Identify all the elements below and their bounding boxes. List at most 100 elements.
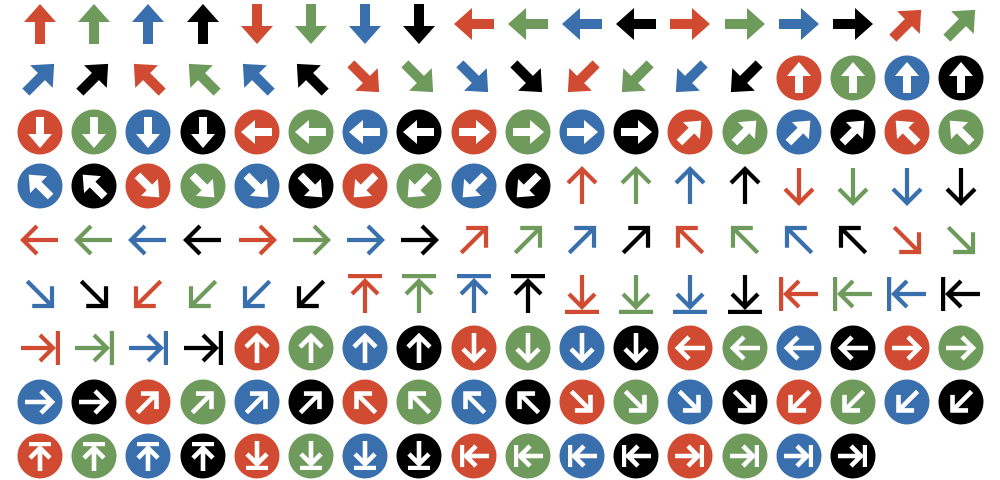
arrow-up-right-solid-arrow-red-icon	[884, 1, 930, 47]
arrow-left-circle-bar-black-icon	[613, 433, 659, 479]
arrow-down-circle-solid-red-icon	[17, 109, 63, 155]
arrow-left-circle-bar-green-icon	[505, 433, 551, 479]
arrow-right-line-arrow-green-icon	[288, 217, 334, 263]
arrow-down-right-line-arrow-blue-icon	[17, 271, 63, 317]
arrow-right-circle-line-green-icon	[938, 325, 984, 371]
arrow-left-solid-arrow-black-icon	[613, 1, 659, 47]
arrow-right-solid-arrow-red-icon	[667, 1, 713, 47]
arrow-left-circle-line-black-icon	[830, 325, 876, 371]
arrow-up-left-circle-solid-green-icon	[938, 109, 984, 155]
arrow-right-line-arrow-black-icon	[396, 217, 442, 263]
arrow-right-solid-arrow-black-icon	[830, 1, 876, 47]
arrow-left-circle-line-blue-icon	[776, 325, 822, 371]
arrow-down-right-line-arrow-red-icon	[884, 217, 930, 263]
arrow-up-circle-bar-black-icon	[180, 433, 226, 479]
arrow-up-left-circle-line-black-icon	[505, 379, 551, 425]
arrow-down-right-line-arrow-black-icon	[71, 271, 117, 317]
arrow-down-solid-arrow-black-icon	[396, 1, 442, 47]
arrow-right-line-bar-green-icon	[71, 325, 117, 371]
arrow-up-line-arrow-red-icon	[559, 163, 605, 209]
arrow-down-right-solid-arrow-red-icon	[342, 55, 388, 101]
arrow-up-line-bar-black-icon	[505, 271, 551, 317]
arrow-down-line-arrow-blue-icon	[884, 163, 930, 209]
arrow-right-line-bar-black-icon	[180, 325, 226, 371]
arrow-down-right-circle-solid-blue-icon	[234, 163, 280, 209]
arrow-down-circle-line-green-icon	[505, 325, 551, 371]
arrow-up-left-circle-solid-blue-icon	[17, 163, 63, 209]
arrow-right-line-arrow-red-icon	[234, 217, 280, 263]
arrow-up-right-line-arrow-black-icon	[613, 217, 659, 263]
arrow-down-line-bar-blue-icon	[667, 271, 713, 317]
arrow-up-left-line-arrow-black-icon	[830, 217, 876, 263]
arrow-up-left-circle-line-blue-icon	[451, 379, 497, 425]
arrow-up-right-circle-solid-black-icon	[830, 109, 876, 155]
arrow-up-left-solid-arrow-green-icon	[180, 55, 226, 101]
arrow-down-circle-line-black-icon	[613, 325, 659, 371]
arrow-up-right-circle-line-red-icon	[125, 379, 171, 425]
arrow-down-solid-arrow-green-icon	[288, 1, 334, 47]
arrow-up-right-circle-solid-blue-icon	[776, 109, 822, 155]
arrow-right-circle-solid-red-icon	[451, 109, 497, 155]
arrow-left-solid-arrow-red-icon	[451, 1, 497, 47]
arrow-left-circle-line-green-icon	[722, 325, 768, 371]
arrow-up-line-bar-blue-icon	[451, 271, 497, 317]
arrow-up-circle-line-black-icon	[396, 325, 442, 371]
arrow-up-right-circle-solid-green-icon	[722, 109, 768, 155]
arrow-left-line-bar-black-icon	[938, 271, 984, 317]
arrow-left-circle-bar-red-icon	[451, 433, 497, 479]
arrow-up-circle-solid-red-icon	[776, 55, 822, 101]
arrow-down-line-arrow-red-icon	[776, 163, 822, 209]
arrow-down-left-line-arrow-blue-icon	[234, 271, 280, 317]
arrow-down-right-circle-line-blue-icon	[667, 379, 713, 425]
arrow-up-left-circle-solid-red-icon	[884, 109, 930, 155]
arrow-up-circle-solid-blue-icon	[884, 55, 930, 101]
arrow-down-right-solid-arrow-black-icon	[505, 55, 551, 101]
arrow-left-circle-solid-black-icon	[396, 109, 442, 155]
arrow-up-circle-line-green-icon	[288, 325, 334, 371]
arrow-left-line-arrow-black-icon	[180, 217, 226, 263]
arrow-right-circle-bar-green-icon	[722, 433, 768, 479]
arrow-left-circle-solid-green-icon	[288, 109, 334, 155]
arrow-up-line-bar-green-icon	[396, 271, 442, 317]
arrow-down-right-solid-arrow-blue-icon	[451, 55, 497, 101]
arrow-up-circle-solid-black-icon	[938, 55, 984, 101]
arrow-right-circle-line-red-icon	[884, 325, 930, 371]
arrow-up-circle-bar-green-icon	[71, 433, 117, 479]
arrow-down-right-line-arrow-green-icon	[938, 217, 984, 263]
arrow-up-right-line-arrow-green-icon	[505, 217, 551, 263]
arrow-down-line-arrow-black-icon	[938, 163, 984, 209]
arrow-right-solid-arrow-blue-icon	[776, 1, 822, 47]
arrow-up-right-line-arrow-blue-icon	[559, 217, 605, 263]
arrow-down-circle-bar-green-icon	[288, 433, 334, 479]
arrow-up-circle-line-red-icon	[234, 325, 280, 371]
arrow-right-line-arrow-blue-icon	[342, 217, 388, 263]
arrow-left-circle-line-red-icon	[667, 325, 713, 371]
arrow-down-left-circle-line-blue-icon	[884, 379, 930, 425]
arrow-down-right-solid-arrow-green-icon	[396, 55, 442, 101]
arrow-down-left-line-arrow-red-icon	[125, 271, 171, 317]
arrow-down-right-circle-line-black-icon	[722, 379, 768, 425]
arrow-up-circle-solid-green-icon	[830, 55, 876, 101]
arrow-down-right-circle-solid-red-icon	[125, 163, 171, 209]
arrow-down-left-circle-line-black-icon	[938, 379, 984, 425]
arrow-left-line-bar-green-icon	[830, 271, 876, 317]
arrow-up-solid-arrow-black-icon	[180, 1, 226, 47]
arrow-down-circle-solid-blue-icon	[125, 109, 171, 155]
arrow-right-circle-line-black-icon	[71, 379, 117, 425]
arrow-right-circle-bar-red-icon	[667, 433, 713, 479]
arrow-right-line-bar-red-icon	[17, 325, 63, 371]
arrow-down-right-circle-line-green-icon	[613, 379, 659, 425]
arrow-up-left-line-arrow-green-icon	[722, 217, 768, 263]
arrow-down-line-bar-red-icon	[559, 271, 605, 317]
arrow-up-left-solid-arrow-red-icon	[125, 55, 171, 101]
arrow-right-circle-solid-blue-icon	[559, 109, 605, 155]
arrow-left-line-bar-red-icon	[776, 271, 822, 317]
arrow-up-solid-arrow-red-icon	[17, 1, 63, 47]
arrow-left-solid-arrow-blue-icon	[559, 1, 605, 47]
arrow-up-left-solid-arrow-black-icon	[288, 55, 334, 101]
arrow-up-right-solid-arrow-green-icon	[938, 1, 984, 47]
arrow-up-left-line-arrow-blue-icon	[776, 217, 822, 263]
arrow-up-right-circle-line-blue-icon	[234, 379, 280, 425]
arrow-down-left-circle-solid-black-icon	[505, 163, 551, 209]
